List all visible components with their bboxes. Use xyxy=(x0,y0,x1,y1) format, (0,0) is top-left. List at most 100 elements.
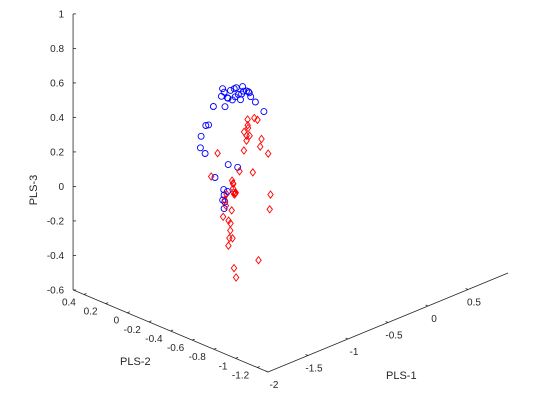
data-point-diamond xyxy=(222,201,230,211)
data-point-diamond xyxy=(256,142,264,151)
data-point-circle xyxy=(219,85,227,93)
data-point-circle xyxy=(201,150,209,157)
data-point-circle xyxy=(227,86,234,94)
data-point-diamond xyxy=(243,131,250,141)
data-point-diamond xyxy=(255,255,262,265)
z-tick-label: 1 xyxy=(58,9,64,20)
data-point-circle xyxy=(219,196,227,204)
y-tick-mark xyxy=(127,311,130,314)
data-point-diamond xyxy=(251,113,258,123)
data-point-diamond xyxy=(232,273,240,282)
y-tick-mark xyxy=(83,293,87,295)
data-point-circle xyxy=(221,198,229,206)
x-tick-label: 0 xyxy=(431,314,437,325)
x-tick-label: -1 xyxy=(350,347,359,358)
y-tick-label: 0.4 xyxy=(62,297,76,308)
z-tick-label: -0.6 xyxy=(47,285,65,296)
data-point-diamond xyxy=(267,190,274,199)
data-point-circle xyxy=(239,83,247,91)
x-tick-mark xyxy=(385,321,389,323)
y-tick-label: 0.2 xyxy=(84,307,98,318)
data-point-diamond xyxy=(225,241,232,251)
data-point-circle xyxy=(247,93,255,101)
data-point-diamond xyxy=(229,233,236,243)
data-point-diamond xyxy=(243,136,250,146)
data-point-diamond xyxy=(221,195,228,205)
y-tick-label: -1 xyxy=(219,361,228,372)
data-point-circle xyxy=(223,187,231,195)
data-point-circle xyxy=(196,144,204,152)
data-point-diamond xyxy=(244,120,251,130)
y-tick-mark xyxy=(170,329,174,332)
data-point-circle xyxy=(211,174,219,181)
data-point-circle xyxy=(209,103,217,110)
data-point-diamond xyxy=(244,115,251,124)
axes: -2-1.5-1-0.500.5-1.2-1-0.8-0.6-0.4-0.200… xyxy=(47,9,509,391)
data-point-circle xyxy=(232,84,240,92)
data-point-diamond xyxy=(264,149,272,158)
y-tick-label: 0 xyxy=(114,316,120,327)
data-point-diamond xyxy=(266,204,273,214)
data-point-diamond xyxy=(227,226,234,235)
x-axis-label: PLS-1 xyxy=(386,370,417,382)
data-point-diamond xyxy=(207,172,215,181)
y-tick-label: -1.2 xyxy=(232,370,250,381)
y-tick-mark xyxy=(235,356,239,359)
z-axis-label: PLS-3 xyxy=(28,175,40,206)
data-point-circle xyxy=(202,122,210,129)
y-tick-label: -0.8 xyxy=(189,352,207,363)
x-tick-label: -1.5 xyxy=(305,364,323,375)
x-tick-label: -2 xyxy=(270,380,279,391)
y-tick-label: -0.2 xyxy=(124,325,142,336)
data-point-diamond xyxy=(240,146,248,155)
data-point-diamond xyxy=(223,189,230,199)
x-tick-label: -0.5 xyxy=(385,331,403,342)
y-axis-line xyxy=(72,289,269,373)
data-point-diamond xyxy=(231,189,239,199)
data-point-circle xyxy=(220,88,228,96)
data-point-circle xyxy=(205,121,213,129)
data-point-diamond xyxy=(236,166,243,176)
data-point-diamond xyxy=(258,134,265,144)
data-point-diamond xyxy=(246,131,253,141)
data-point-diamond xyxy=(228,206,235,215)
axis-labels: PLS-1 PLS-2 PLS-3 xyxy=(28,175,417,382)
data-point-circle xyxy=(237,96,244,104)
x-tick-mark xyxy=(345,337,349,340)
data-point-diamond xyxy=(214,148,221,158)
data-point-circle xyxy=(224,94,232,102)
z-tick-label: 0.4 xyxy=(50,113,64,124)
x-tick-mark xyxy=(305,354,309,356)
data-point-diamond xyxy=(249,168,257,177)
x-tick-mark xyxy=(425,304,429,307)
y-tick-label: -0.4 xyxy=(145,334,163,345)
data-point-diamond xyxy=(228,176,236,185)
data-point-circle xyxy=(220,205,228,213)
data-point-diamond xyxy=(230,263,238,273)
data-point-circle xyxy=(221,103,229,111)
y-tick-label: -0.6 xyxy=(167,343,185,354)
y-tick-mark xyxy=(213,347,217,350)
data-point-circle xyxy=(245,89,253,97)
z-tick-label: 0.8 xyxy=(50,44,64,55)
z-tick-label: 0.6 xyxy=(50,78,64,89)
data-point-diamond xyxy=(225,216,232,225)
data-point-circle xyxy=(197,132,205,140)
y-tick-mark xyxy=(192,338,195,341)
data-point-diamond xyxy=(230,188,237,197)
data-point-diamond xyxy=(227,219,234,228)
z-tick-label: 0.2 xyxy=(50,147,64,158)
y-axis-label: PLS-2 xyxy=(120,356,151,368)
z-tick-label: -0.4 xyxy=(47,251,65,262)
x-tick-label: 0.5 xyxy=(467,298,481,309)
data-points xyxy=(196,83,274,282)
x-tick-mark xyxy=(465,288,469,290)
y-tick-mark xyxy=(148,320,152,323)
y-tick-mark xyxy=(105,302,109,304)
z-tick-label: 0 xyxy=(58,182,64,193)
data-point-diamond xyxy=(254,115,261,125)
data-point-circle xyxy=(260,108,268,116)
data-point-circle xyxy=(220,186,228,194)
data-point-diamond xyxy=(219,212,227,222)
